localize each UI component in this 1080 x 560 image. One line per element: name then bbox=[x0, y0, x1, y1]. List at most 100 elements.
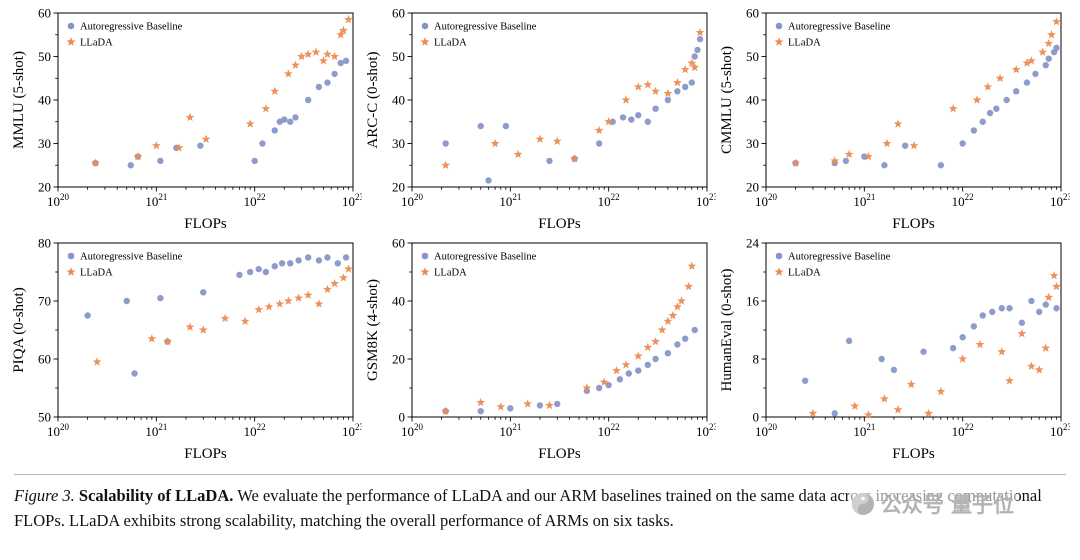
llada-star-marker bbox=[245, 119, 255, 128]
series-llada bbox=[91, 14, 353, 167]
chart-arc-c: 1020 1021 1022 1023 FLOPs 20 30 40 50 60 ARC-C (0-… bbox=[364, 6, 716, 234]
baseline-circle-marker bbox=[197, 142, 204, 149]
llada-star-marker bbox=[490, 138, 500, 148]
llada-star-marker bbox=[283, 69, 293, 78]
baseline-circle-marker bbox=[681, 335, 689, 342]
chart-humaneval: 1020 1021 1022 1023 FLOPs 0 8 16 24 HumanEval (0-… bbox=[718, 236, 1070, 464]
legend-baseline-circle-icon bbox=[67, 252, 75, 260]
baseline-circle-marker bbox=[878, 355, 885, 363]
baseline-circle-marker bbox=[278, 260, 286, 267]
baseline-circle-marker bbox=[271, 263, 278, 270]
legend-label: LLaDA bbox=[434, 268, 467, 279]
llada-star-marker bbox=[1044, 292, 1054, 302]
llada-star-marker bbox=[975, 339, 985, 349]
baseline-circle-marker bbox=[287, 118, 294, 125]
baseline-circle-marker bbox=[696, 35, 704, 43]
llada-star-marker bbox=[545, 400, 554, 410]
llada-star-marker bbox=[893, 405, 903, 414]
y-tick-label: 20 bbox=[392, 180, 405, 195]
baseline-circle-marker bbox=[635, 367, 642, 374]
legend-llada-star-icon bbox=[774, 37, 784, 46]
legend-label: Autoregressive Baseline bbox=[80, 252, 183, 263]
llada-star-marker bbox=[690, 62, 700, 72]
llada-star-marker bbox=[303, 290, 313, 299]
legend: Autoregressive Baseline LLaDA bbox=[66, 22, 183, 49]
charts-grid: 1020 1021 1022 1023 FLOPs 20 30 40 50 60 MMLU (5-s… bbox=[11, 6, 1070, 464]
llada-star-marker bbox=[523, 399, 533, 408]
baseline-circle-marker bbox=[644, 361, 651, 368]
llada-star-marker bbox=[240, 316, 250, 326]
baseline-circle-marker bbox=[664, 96, 672, 104]
baseline-circle-marker bbox=[986, 109, 994, 117]
llada-star-marker bbox=[339, 273, 348, 282]
y-tick-label: 8 bbox=[753, 352, 760, 367]
llada-star-marker bbox=[1049, 271, 1059, 280]
llada-star-marker bbox=[330, 279, 339, 288]
y-tick-label: 60 bbox=[38, 6, 51, 21]
llada-star-marker bbox=[657, 325, 667, 334]
watermark-logo-icon bbox=[851, 492, 875, 516]
baseline-circle-marker bbox=[1042, 301, 1049, 308]
baseline-circle-marker bbox=[970, 127, 978, 134]
llada-star-marker bbox=[314, 299, 324, 308]
y-axis-label: CMMLU (5-shot) bbox=[719, 46, 735, 154]
baseline-circle-marker bbox=[881, 162, 888, 169]
x-tick-label: 1020 bbox=[47, 422, 70, 439]
baseline-circle-marker bbox=[831, 410, 838, 417]
baseline-circle-marker bbox=[315, 83, 323, 91]
y-axis-label: PIQA (0-shot) bbox=[11, 287, 27, 372]
legend-label: LLaDA bbox=[80, 38, 113, 49]
chart-svg-mmlu: 1020 1021 1022 1023 FLOPs 20 30 40 50 60 MMLU (5-s… bbox=[11, 6, 362, 232]
baseline-circle-marker bbox=[595, 384, 603, 392]
llada-star-marker bbox=[344, 14, 353, 24]
legend-llada-star-icon bbox=[420, 37, 430, 46]
x-tick-label: 1022 bbox=[244, 192, 266, 209]
x-tick-label: 1023 bbox=[696, 192, 716, 209]
baseline-circle-marker bbox=[616, 376, 624, 383]
llada-star-marker bbox=[254, 305, 264, 314]
baseline-circle-marker bbox=[652, 355, 659, 363]
baseline-circle-marker bbox=[619, 114, 627, 121]
x-axis: 1020 1021 1022 1023 bbox=[401, 187, 716, 209]
x-tick-label: 1020 bbox=[755, 192, 778, 209]
x-tick-label: 1023 bbox=[342, 192, 362, 209]
baseline-circle-marker bbox=[842, 157, 850, 165]
llada-star-marker bbox=[651, 337, 660, 346]
x-tick-label: 1021 bbox=[499, 192, 521, 209]
baseline-circle-marker bbox=[1035, 308, 1043, 316]
llada-star-marker bbox=[220, 313, 230, 323]
llada-star-marker bbox=[958, 354, 968, 363]
chart-cmmlu: 1020 1021 1022 1023 FLOPs 20 30 40 50 60 CMMLU (5-… bbox=[718, 6, 1070, 234]
baseline-circle-marker bbox=[281, 116, 288, 123]
llada-star-marker bbox=[680, 64, 690, 74]
legend-baseline-circle-icon bbox=[67, 22, 75, 30]
llada-star-marker bbox=[972, 95, 982, 104]
y-tick-label: 24 bbox=[746, 236, 760, 251]
baseline-circle-marker bbox=[337, 59, 344, 67]
y-tick-label: 50 bbox=[38, 410, 51, 425]
watermark: 公众号 量子位 bbox=[848, 489, 1016, 519]
llada-star-marker bbox=[1027, 56, 1036, 65]
baseline-circle-marker bbox=[674, 341, 681, 348]
baseline-circle-marker bbox=[304, 254, 312, 261]
llada-star-marker bbox=[185, 322, 195, 331]
caption-figure-label: Figure 3. bbox=[14, 486, 75, 505]
x-tick-label: 1022 bbox=[952, 422, 974, 439]
llada-star-marker bbox=[339, 25, 348, 35]
series-llada bbox=[441, 261, 697, 415]
x-axis-label: FLOPs bbox=[538, 216, 581, 232]
legend: Autoregressive Baseline LLaDA bbox=[420, 252, 537, 279]
baseline-circle-marker bbox=[554, 400, 561, 408]
figure-caption: Figure 3. Scalability of LLaDA. We evalu… bbox=[14, 474, 1066, 534]
series-autoregressive-baseline bbox=[792, 44, 1060, 169]
baseline-circle-marker bbox=[1012, 88, 1020, 95]
y-tick-label: 40 bbox=[392, 294, 405, 309]
series-llada bbox=[441, 27, 705, 169]
llada-star-marker bbox=[1041, 343, 1051, 352]
baseline-circle-marker bbox=[123, 297, 130, 305]
y-axis: 0 20 40 60 bbox=[392, 236, 412, 425]
legend-llada-star-icon bbox=[774, 267, 784, 276]
baseline-circle-marker bbox=[979, 312, 986, 319]
llada-star-marker bbox=[201, 134, 211, 143]
llada-star-marker bbox=[936, 387, 946, 396]
